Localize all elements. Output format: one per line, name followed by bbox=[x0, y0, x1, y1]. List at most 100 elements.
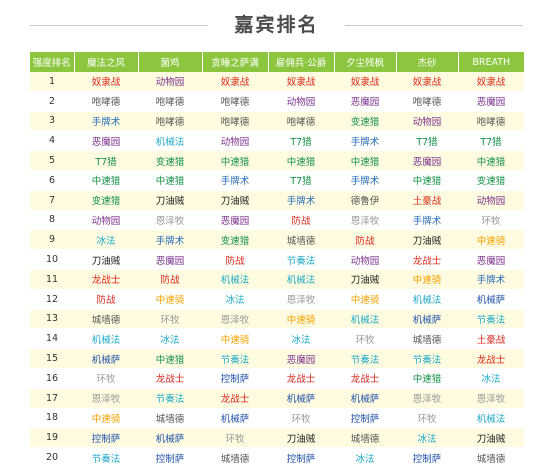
deck-cell: 变速猎 bbox=[334, 111, 396, 132]
rank-cell: 13 bbox=[30, 309, 74, 330]
deck-cell: 环牧 bbox=[268, 408, 334, 429]
deck-cell: 控制萨 bbox=[334, 408, 396, 429]
table-header-row: 强度排名 魔法之风 菌鸡 贪睡之萨满 雇佣兵·公爵 夕尘残枫 杰砂 BREATH bbox=[30, 52, 524, 72]
deck-cell: 中速骑 bbox=[138, 289, 202, 310]
deck-cell: 恩泽牧 bbox=[202, 309, 268, 330]
rank-cell: 5 bbox=[30, 150, 74, 171]
deck-cell: 龙战士 bbox=[74, 269, 138, 290]
rank-cell: 7 bbox=[30, 190, 74, 211]
table-row: 10 刀油贼 恶魔园 防战 节奏法 动物园 龙战士 恶魔园 bbox=[30, 249, 524, 270]
deck-cell: 奴隶战 bbox=[396, 72, 458, 92]
rank-cell: 16 bbox=[30, 368, 74, 389]
table-row: 3 手牌术 咆哮德 咆哮德 咆哮德 变速猎 动物园 咆哮德 bbox=[30, 111, 524, 132]
deck-cell: 恩泽牧 bbox=[268, 289, 334, 310]
deck-cell: 恩泽牧 bbox=[458, 388, 524, 409]
deck-cell: 冰法 bbox=[74, 229, 138, 251]
deck-cell: 防战 bbox=[74, 289, 138, 310]
deck-cell: 机械法 bbox=[396, 289, 458, 310]
deck-cell: 节奏法 bbox=[268, 249, 334, 270]
deck-cell: 防战 bbox=[334, 229, 396, 251]
header-guest-7: BREATH bbox=[458, 52, 524, 72]
rank-cell: 10 bbox=[30, 249, 74, 270]
table-row: 17 恩泽牧 节奏法 龙战士 机械萨 机械萨 恩泽牧 恩泽牧 bbox=[30, 388, 524, 409]
deck-cell: 城墙德 bbox=[138, 408, 202, 429]
deck-cell: 城墙德 bbox=[268, 229, 334, 251]
deck-cell: 恶魔园 bbox=[74, 130, 138, 152]
deck-cell: 机械法 bbox=[74, 328, 138, 350]
deck-cell: 动物园 bbox=[458, 190, 524, 211]
table-row: 7 变速猎 刀油贼 刀油贼 手牌术 德鲁伊 土豪战 动物园 bbox=[30, 190, 524, 211]
deck-cell: 机械萨 bbox=[458, 289, 524, 310]
deck-cell: 冰法 bbox=[202, 289, 268, 310]
deck-cell: 龙战士 bbox=[458, 348, 524, 369]
deck-cell: 机械法 bbox=[202, 269, 268, 290]
rank-cell: 9 bbox=[30, 229, 74, 251]
deck-cell: 龙战士 bbox=[138, 368, 202, 389]
deck-cell: 刀油贼 bbox=[202, 190, 268, 211]
deck-cell: 变速猎 bbox=[458, 170, 524, 191]
deck-cell: 奴隶战 bbox=[74, 72, 138, 92]
deck-cell: 中速骑 bbox=[334, 289, 396, 310]
deck-cell: 恶魔园 bbox=[202, 210, 268, 231]
header-guest-5: 夕尘残枫 bbox=[334, 52, 397, 72]
table-row: 16 环牧 龙战士 控制萨 龙战士 龙战士 中速猎 冰法 bbox=[30, 368, 524, 389]
deck-cell: 恩泽牧 bbox=[396, 388, 458, 409]
rank-cell: 14 bbox=[30, 328, 74, 350]
deck-cell: 龙战士 bbox=[396, 249, 458, 270]
deck-cell: 手牌术 bbox=[202, 170, 268, 191]
deck-cell: 刀油贼 bbox=[138, 190, 202, 211]
deck-cell: 变速猎 bbox=[74, 190, 138, 211]
deck-cell: 土豪战 bbox=[458, 328, 524, 350]
deck-cell: 中速骑 bbox=[202, 328, 268, 350]
deck-cell: 恩泽牧 bbox=[74, 388, 138, 409]
table-row: 13 城墙德 环牧 恩泽牧 中速骑 机械法 机械萨 节奏法 bbox=[30, 309, 524, 330]
deck-cell: 变速猎 bbox=[138, 150, 202, 171]
deck-cell: 动物园 bbox=[268, 91, 334, 112]
table-row: 12 防战 中速骑 冰法 恩泽牧 中速骑 机械法 机械萨 bbox=[30, 289, 524, 310]
header-guest-2: 菌鸡 bbox=[138, 52, 203, 72]
table-row: 15 机械萨 中速猎 节奏法 恶魔园 节奏法 节奏法 龙战士 bbox=[30, 348, 524, 369]
deck-cell: 土豪战 bbox=[396, 190, 458, 211]
deck-cell: 机械萨 bbox=[74, 348, 138, 369]
deck-cell: 机械法 bbox=[138, 130, 202, 152]
deck-cell: 机械萨 bbox=[268, 388, 334, 409]
deck-cell: 咆哮德 bbox=[268, 111, 334, 132]
deck-cell: 城墙德 bbox=[396, 328, 458, 350]
deck-cell: 龙战士 bbox=[202, 388, 268, 409]
deck-cell: 刀油贼 bbox=[396, 229, 458, 251]
table-row: 5 T7猎 变速猎 中速猎 中速猎 中速猎 恶魔园 中速猎 bbox=[30, 150, 524, 171]
deck-cell: 冰法 bbox=[268, 328, 334, 350]
table-row: 1 奴隶战 动物园 奴隶战 奴隶战 奴隶战 奴隶战 奴隶战 bbox=[30, 72, 524, 92]
rank-cell: 6 bbox=[30, 170, 74, 191]
deck-cell: 冰法 bbox=[396, 427, 458, 449]
deck-cell: 节奏法 bbox=[334, 348, 396, 369]
deck-cell: 刀油贼 bbox=[334, 269, 396, 290]
deck-cell: 防战 bbox=[268, 210, 334, 231]
deck-cell: 动物园 bbox=[396, 111, 458, 132]
deck-cell: 中速猎 bbox=[458, 150, 524, 171]
deck-cell: 动物园 bbox=[74, 210, 138, 231]
deck-cell: 中速骑 bbox=[74, 408, 138, 429]
deck-cell: 手牌术 bbox=[268, 190, 334, 211]
deck-cell: 节奏法 bbox=[202, 348, 268, 369]
deck-cell: 控制萨 bbox=[202, 368, 268, 389]
deck-cell: 环牧 bbox=[334, 328, 396, 350]
deck-cell: 机械萨 bbox=[396, 309, 458, 330]
title-divider-left bbox=[30, 25, 208, 26]
deck-cell: 城墙德 bbox=[74, 309, 138, 330]
deck-cell: 恩泽牧 bbox=[334, 210, 396, 231]
table-row: 14 机械法 冰法 中速骑 冰法 环牧 城墙德 土豪战 bbox=[30, 328, 524, 350]
deck-cell: 恶魔园 bbox=[458, 91, 524, 112]
header-guest-6: 杰砂 bbox=[396, 52, 459, 72]
deck-cell: 恶魔园 bbox=[458, 249, 524, 270]
deck-cell: 刀油贼 bbox=[268, 427, 334, 449]
deck-cell: 刀油贼 bbox=[458, 427, 524, 449]
deck-cell: 奴隶战 bbox=[202, 72, 268, 92]
deck-cell: 冰法 bbox=[138, 328, 202, 350]
deck-cell: 咆哮德 bbox=[202, 111, 268, 132]
page-title: 嘉宾排名 bbox=[234, 14, 319, 36]
deck-cell: 咆哮德 bbox=[202, 91, 268, 112]
deck-cell: 环牧 bbox=[202, 427, 268, 449]
deck-cell: 机械萨 bbox=[334, 388, 396, 409]
deck-cell: 奴隶战 bbox=[268, 72, 334, 92]
